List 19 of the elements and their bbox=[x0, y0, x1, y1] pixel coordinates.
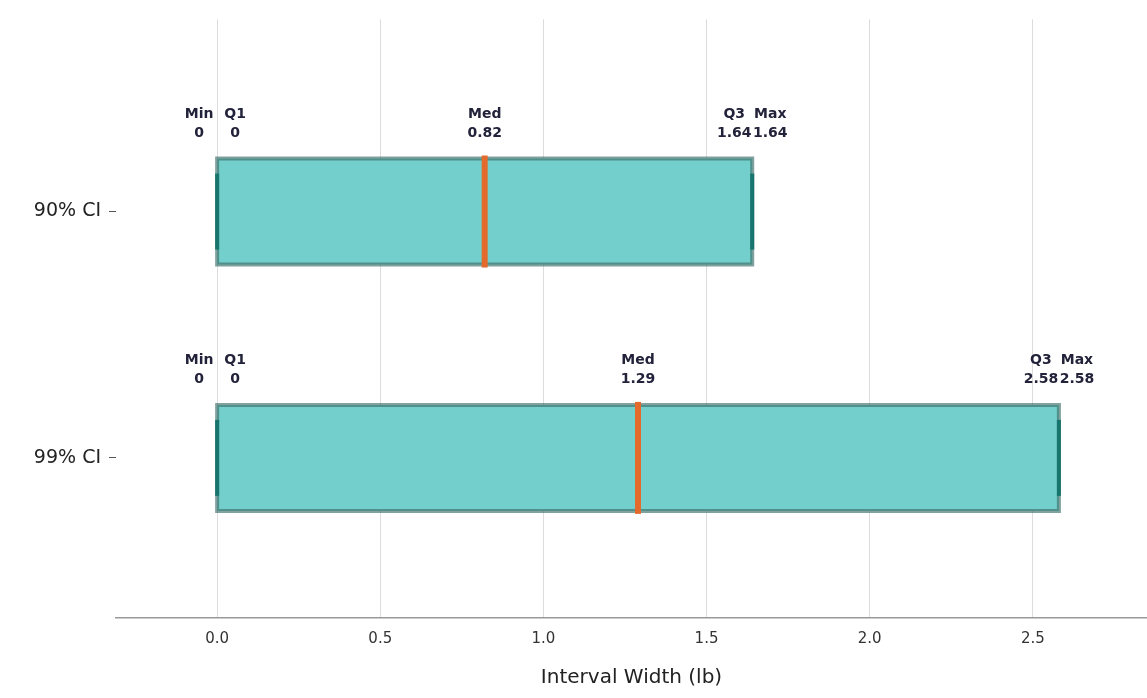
x-axis-title: Interval Width (lb) bbox=[540, 664, 723, 689]
annotation: Med 1.29 bbox=[620, 350, 656, 386]
x-tick-label: 2.5 bbox=[1020, 628, 1045, 647]
annotation: Min 0 bbox=[184, 350, 214, 386]
annotation: Q3 2.58 bbox=[1023, 350, 1059, 386]
annotation: Max 1.64 bbox=[752, 104, 788, 140]
x-tick-label: 1.0 bbox=[531, 628, 556, 647]
x-tick-label: 2.0 bbox=[857, 628, 882, 647]
x-tick-label: 0.0 bbox=[205, 628, 230, 647]
x-tick-label: 1.5 bbox=[694, 628, 719, 647]
annotation: Med 0.82 bbox=[467, 104, 502, 140]
annotation: Q1 0 bbox=[224, 350, 246, 386]
annotation: Max 2.58 bbox=[1059, 350, 1095, 386]
x-tick-label: 0.5 bbox=[368, 628, 393, 647]
y-tick-label: 99% CI bbox=[33, 444, 101, 467]
annotation: Min 0 bbox=[184, 104, 214, 140]
annotation: Q3 1.64 bbox=[716, 104, 752, 140]
y-tick-label: 90% CI bbox=[33, 198, 101, 221]
annotation: Q1 0 bbox=[224, 104, 246, 140]
